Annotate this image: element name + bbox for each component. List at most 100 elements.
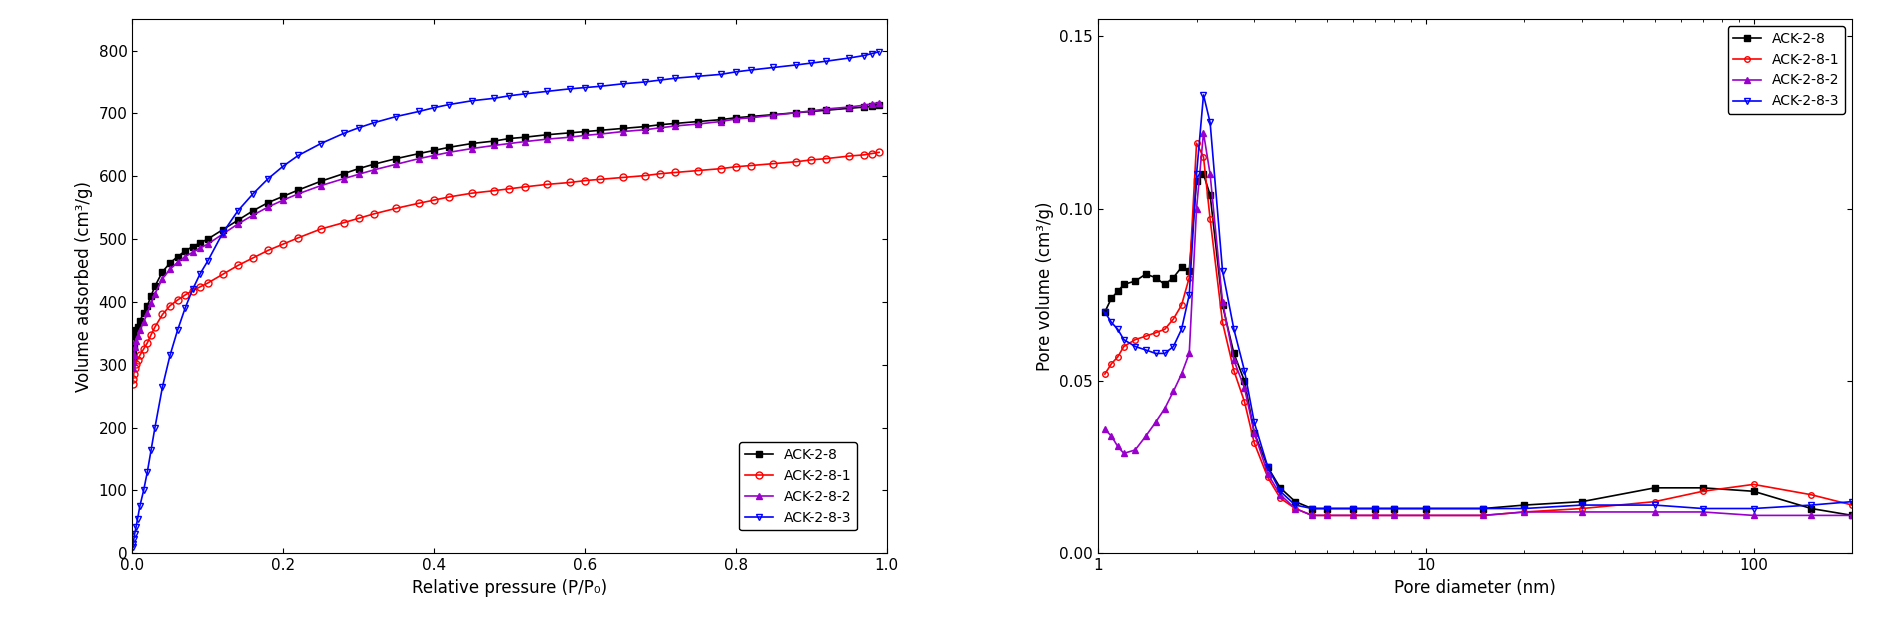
ACK-2-8-2 <box>1094 425 1116 433</box>
ACK-2-8 <box>1169 263 1192 271</box>
Legend: ACK-2-8, ACK-2-8-1, ACK-2-8-2, ACK-2-8-3: ACK-2-8, ACK-2-8-1, ACK-2-8-2, ACK-2-8-3 <box>739 443 856 530</box>
ACK-2-8 <box>1105 287 1128 295</box>
ACK-2-8 <box>1315 505 1337 513</box>
ACK-2-8-1 <box>1177 273 1200 281</box>
ACK-2-8-1 <box>1192 153 1215 161</box>
ACK-2-8-1 <box>1169 301 1192 309</box>
ACK-2-8-3 <box>1300 505 1322 513</box>
ACK-2-8-1 <box>1099 360 1122 368</box>
ACK-2-8-3 <box>1192 91 1215 99</box>
ACK-2-8-1 <box>1222 367 1245 375</box>
ACK-2-8-3 <box>1570 501 1592 509</box>
ACK-2-8-3 <box>1143 350 1166 357</box>
ACK-2-8-2 <box>438 149 461 156</box>
ACK-2-8-3 <box>499 92 521 100</box>
X-axis label: Pore diameter (nm): Pore diameter (nm) <box>1394 579 1555 597</box>
ACK-2-8-2 <box>867 99 890 106</box>
ACK-2-8-1 <box>1798 491 1821 499</box>
ACK-2-8-1 <box>1341 511 1364 519</box>
ACK-2-8-2 <box>1152 404 1175 412</box>
ACK-2-8 <box>1256 464 1279 471</box>
ACK-2-8 <box>1133 270 1156 278</box>
ACK-2-8 <box>1243 429 1266 436</box>
ACK-2-8 <box>1152 280 1175 288</box>
ACK-2-8 <box>1742 487 1764 495</box>
ACK-2-8-3 <box>1169 326 1192 333</box>
ACK-2-8-3 <box>1177 291 1200 299</box>
ACK-2-8 <box>1192 170 1215 178</box>
ACK-2-8 <box>1798 505 1821 513</box>
ACK-2-8-3 <box>1643 501 1666 509</box>
ACK-2-8-2 <box>1691 508 1713 516</box>
ACK-2-8-3 <box>536 88 559 95</box>
ACK-2-8-3 <box>1211 267 1234 275</box>
ACK-2-8 <box>1643 484 1666 492</box>
ACK-2-8-1 <box>1513 508 1536 516</box>
ACK-2-8-3 <box>1152 350 1175 357</box>
ACK-2-8-2 <box>121 358 144 366</box>
ACK-2-8-1 <box>1570 505 1592 513</box>
X-axis label: Relative pressure (P/P₀): Relative pressure (P/P₀) <box>412 579 606 597</box>
ACK-2-8-1 <box>1198 215 1220 223</box>
ACK-2-8-1 <box>1268 494 1290 502</box>
ACK-2-8-1 <box>1152 326 1175 333</box>
ACK-2-8-1 <box>1124 336 1147 343</box>
ACK-2-8 <box>1094 308 1116 316</box>
ACK-2-8-3 <box>1133 346 1156 354</box>
ACK-2-8-3 <box>1222 326 1245 333</box>
ACK-2-8-2 <box>1283 505 1305 513</box>
ACK-2-8-2 <box>1105 443 1128 450</box>
ACK-2-8 <box>438 144 461 151</box>
ACK-2-8-2 <box>1198 170 1220 178</box>
ACK-2-8 <box>1222 350 1245 357</box>
ACK-2-8-2 <box>1643 508 1666 516</box>
ACK-2-8-3 <box>1232 367 1254 375</box>
ACK-2-8 <box>1143 273 1166 281</box>
ACK-2-8-1 <box>1472 511 1494 519</box>
ACK-2-8 <box>1124 277 1147 285</box>
ACK-2-8 <box>1472 505 1494 513</box>
ACK-2-8 <box>1513 501 1536 509</box>
ACK-2-8-3 <box>1184 170 1207 178</box>
Line: ACK-2-8-1: ACK-2-8-1 <box>1101 141 1853 518</box>
ACK-2-8-2 <box>1840 511 1863 519</box>
ACK-2-8-1 <box>1211 319 1234 326</box>
ACK-2-8 <box>1341 505 1364 513</box>
ACK-2-8-1 <box>867 149 890 156</box>
ACK-2-8 <box>499 135 521 142</box>
ACK-2-8-1 <box>1162 315 1184 322</box>
ACK-2-8-3 <box>438 100 461 108</box>
ACK-2-8-2 <box>121 364 144 371</box>
ACK-2-8 <box>1099 294 1122 302</box>
ACK-2-8 <box>1162 273 1184 281</box>
ACK-2-8-3 <box>1315 505 1337 513</box>
ACK-2-8-1 <box>1184 139 1207 147</box>
ACK-2-8-3 <box>1268 487 1290 495</box>
ACK-2-8-1 <box>438 193 461 201</box>
ACK-2-8 <box>1691 484 1713 492</box>
ACK-2-8-2 <box>1256 470 1279 478</box>
ACK-2-8-2 <box>1162 387 1184 395</box>
Y-axis label: Pore volume (cm³/g): Pore volume (cm³/g) <box>1035 202 1054 371</box>
ACK-2-8-1 <box>1300 511 1322 519</box>
ACK-2-8-2 <box>1124 446 1147 453</box>
ACK-2-8-2 <box>1413 511 1436 519</box>
ACK-2-8-2 <box>1243 429 1266 436</box>
ACK-2-8 <box>121 349 144 356</box>
Line: ACK-2-8-2: ACK-2-8-2 <box>128 99 882 371</box>
ACK-2-8-3 <box>121 540 144 548</box>
ACK-2-8-2 <box>1184 205 1207 212</box>
ACK-2-8-1 <box>1840 501 1863 509</box>
ACK-2-8-2 <box>1169 370 1192 378</box>
ACK-2-8-1 <box>1143 329 1166 336</box>
ACK-2-8-1 <box>1133 333 1156 340</box>
ACK-2-8-1 <box>121 375 144 382</box>
ACK-2-8-3 <box>1691 505 1713 513</box>
ACK-2-8-3 <box>1413 505 1436 513</box>
Line: ACK-2-8-3: ACK-2-8-3 <box>1101 92 1853 511</box>
ACK-2-8-3 <box>1162 343 1184 350</box>
ACK-2-8-2 <box>499 140 521 148</box>
ACK-2-8-3 <box>1840 498 1863 506</box>
ACK-2-8-3 <box>121 543 144 551</box>
ACK-2-8-2 <box>1232 384 1254 392</box>
